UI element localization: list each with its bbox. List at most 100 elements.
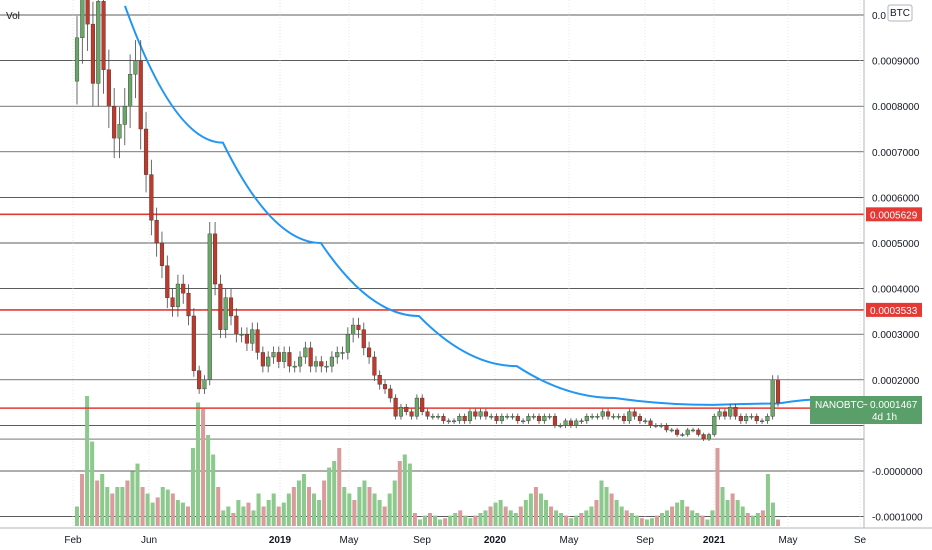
candle-down <box>388 388 393 399</box>
volume-bar <box>266 500 271 526</box>
volume-bar <box>115 487 120 526</box>
volume-bar <box>95 480 100 526</box>
candle-up <box>250 329 255 344</box>
volume-bar <box>569 518 574 526</box>
time-axis-labels: Feb Jun 2019 May Sep 2020 May Sep 2021 May Se <box>64 535 866 546</box>
volume-bar <box>770 502 775 526</box>
volume-bar <box>725 500 730 526</box>
volume-bar <box>639 518 644 526</box>
volume-bar <box>594 500 599 526</box>
price-tick-label: 0.0006000 <box>872 193 920 204</box>
volume-bar <box>342 487 347 526</box>
candle-up <box>80 0 85 38</box>
candle-up <box>202 379 207 390</box>
volume-bar <box>120 487 125 526</box>
time-scale-background[interactable] <box>0 528 932 550</box>
candle-down <box>775 379 781 403</box>
volume-bar <box>256 493 261 526</box>
candle-down <box>228 297 234 317</box>
candle-down <box>112 105 117 139</box>
currency-badge[interactable]: BTC <box>887 4 913 22</box>
price-axis-labels: 0.0 0.0009000 0.0008000 0.0007000 0.0006000 0… <box>872 11 923 524</box>
volume-bar <box>175 500 180 526</box>
candle-down <box>255 329 260 353</box>
candle-up <box>680 434 685 436</box>
volume-bar <box>690 510 695 526</box>
currency-badge-text: BTC <box>890 8 910 19</box>
candle-up <box>579 420 584 423</box>
candle-down <box>722 411 727 417</box>
candle-up <box>611 416 616 418</box>
volume-bar <box>196 402 201 526</box>
volume-bar <box>327 467 332 526</box>
volume-bar <box>281 502 286 526</box>
volume-bar <box>185 506 190 526</box>
candle-down <box>664 425 669 431</box>
candle-up <box>690 429 696 432</box>
volume-bar <box>604 487 609 526</box>
volume-bar <box>206 435 211 526</box>
candle-down <box>287 352 292 367</box>
price-scale-background[interactable] <box>864 0 932 528</box>
volume-bar <box>165 489 170 526</box>
volume-bar <box>513 513 518 526</box>
candle-up <box>340 352 345 354</box>
volume-bar <box>453 513 458 526</box>
candle-up <box>760 420 765 423</box>
candle-up <box>643 420 648 423</box>
candle-up <box>446 420 451 423</box>
volume-bar <box>216 487 221 526</box>
volume-bar <box>286 493 291 526</box>
time-tick-label: Se <box>854 535 867 546</box>
volume-bar <box>488 506 493 526</box>
candle-down <box>632 411 637 417</box>
volume-bar <box>201 409 206 526</box>
volume-bar <box>231 513 236 526</box>
volume-bar <box>382 506 387 526</box>
candle-down <box>276 352 281 362</box>
candle-down <box>515 416 520 422</box>
volume-bar <box>448 515 453 526</box>
candle-up <box>133 60 138 75</box>
candle-down <box>159 242 165 266</box>
volume-pane-label: Vol <box>6 11 20 22</box>
candle-up <box>239 334 244 336</box>
volume-bar <box>614 500 619 526</box>
volume-bar <box>654 515 659 526</box>
candle-down <box>701 434 706 440</box>
level-label-bg <box>866 207 922 222</box>
candle-up <box>430 416 435 418</box>
time-tick-label: Jun <box>141 535 157 546</box>
volume-bar <box>377 500 382 526</box>
candle-up <box>96 1 101 84</box>
candle-down <box>733 406 738 417</box>
candle-down <box>621 416 627 422</box>
volume-bar <box>74 506 80 526</box>
candle-up <box>478 411 483 417</box>
candle-up <box>324 365 329 368</box>
volume-bar <box>443 518 448 526</box>
candle-down <box>425 411 430 417</box>
volume-bar <box>85 396 90 526</box>
volume-bar <box>740 506 745 526</box>
candle-down <box>319 361 324 367</box>
candle-up <box>292 365 297 368</box>
volume-bar <box>438 519 443 526</box>
candle-down <box>494 416 499 422</box>
volume-bar <box>589 506 594 526</box>
volume-bar <box>473 515 478 526</box>
candle-up <box>207 233 212 381</box>
candle-up <box>627 411 632 422</box>
volume-bar <box>468 518 473 526</box>
volume-bar <box>458 510 463 526</box>
volume-bar <box>710 510 715 526</box>
candle-up <box>335 352 340 358</box>
candle-up <box>574 420 579 426</box>
candle-up <box>685 429 690 435</box>
candle-down <box>234 315 239 335</box>
candle-down <box>101 1 106 70</box>
volume-bar <box>150 502 155 526</box>
level-label-text: 0.0003533 <box>870 306 918 317</box>
